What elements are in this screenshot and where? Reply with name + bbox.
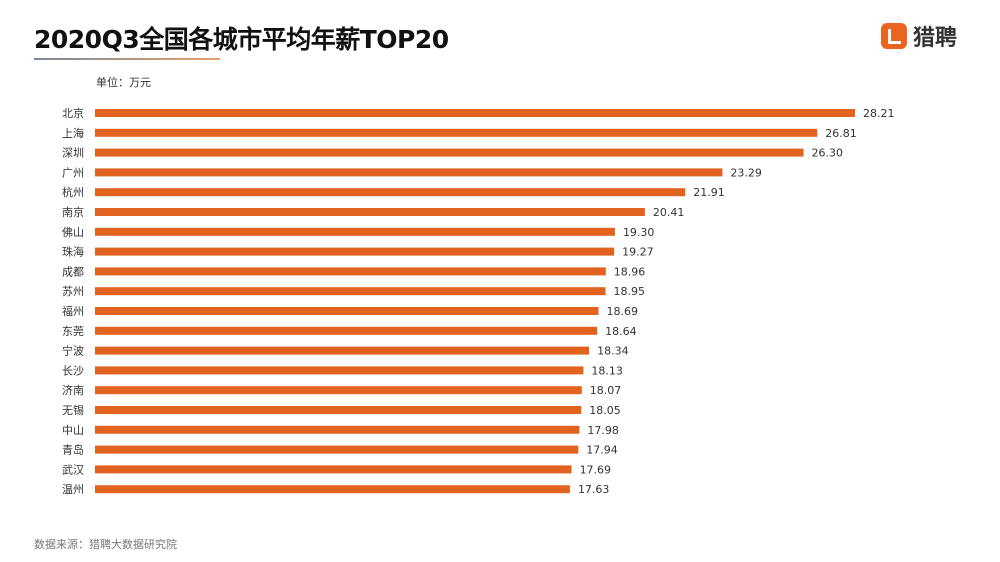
category-label: 长沙 [62,364,84,377]
value-label: 18.05 [589,404,621,417]
category-label: 青岛 [62,443,84,457]
category-label: 北京 [62,106,84,120]
category-label: 上海 [62,126,84,140]
bar [95,346,590,355]
unit-label: 单位：万元 [96,76,151,89]
bar [95,287,606,296]
chart-title: 2020Q3全国各城市平均年薪TOP20 [34,25,449,54]
category-label: 成都 [62,265,84,278]
logo: 猎聘 [881,20,957,52]
category-label: 东莞 [62,325,84,338]
bar [95,128,818,137]
liepin-logo-icon [881,23,907,49]
value-label: 23.29 [730,166,762,179]
category-label: 南京 [62,205,84,219]
bar [95,406,582,414]
category-label: 深圳 [62,147,84,160]
bar [95,247,615,256]
logo-text: 猎聘 [913,26,958,51]
value-label: 18.95 [614,285,646,298]
value-label: 19.30 [623,226,655,239]
category-label: 中山 [62,424,84,437]
title-underline [34,58,220,60]
bar [95,307,599,315]
value-label: 17.98 [587,424,619,437]
bar [95,485,570,494]
value-label: 28.21 [863,107,895,120]
value-label: 18.34 [597,345,629,358]
bar [95,445,579,454]
category-label: 福州 [62,304,84,318]
value-label: 17.63 [578,483,610,496]
value-label: 17.94 [586,444,618,457]
category-label: 无锡 [62,403,84,417]
value-label: 26.30 [812,147,844,160]
bar [95,267,606,276]
category-label: 佛山 [62,226,84,239]
value-label: 19.27 [622,246,654,259]
bar [95,168,723,177]
value-label: 26.81 [825,127,857,140]
bar [95,465,572,474]
value-label: 18.07 [590,384,622,397]
category-label: 温州 [62,483,84,496]
category-label: 珠海 [62,245,84,259]
category-label: 武汉 [62,463,84,476]
value-label: 18.96 [614,265,646,278]
value-label: 17.69 [580,463,612,476]
category-label: 宁波 [62,344,84,358]
bar [95,366,584,375]
category-label: 苏州 [62,285,84,298]
bar [95,227,615,236]
value-label: 18.64 [605,325,637,338]
value-label: 20.41 [653,206,685,219]
source-note: 数据来源：猎聘大数据研究院 [34,538,177,551]
category-label: 济南 [62,383,84,397]
bar [95,188,686,197]
category-label: 杭州 [62,185,84,199]
value-label: 21.91 [693,186,725,199]
bar [95,386,582,395]
category-label: 广州 [62,166,84,179]
value-label: 18.13 [591,364,623,377]
bar [95,109,855,117]
bar [95,148,804,157]
bar [95,208,645,216]
value-label: 18.69 [607,305,639,318]
bar [95,425,580,434]
bar [95,326,598,335]
